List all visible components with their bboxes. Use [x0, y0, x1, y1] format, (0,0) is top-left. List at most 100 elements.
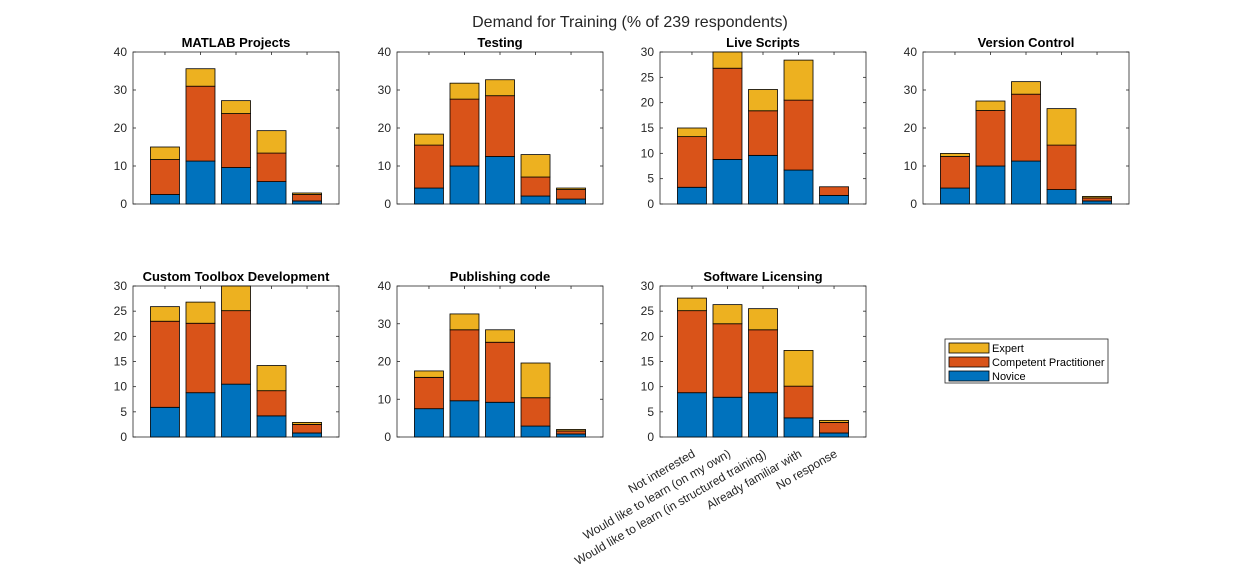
legend-swatch-expert — [948, 342, 990, 354]
legend-swatch-competent-practitioner — [948, 356, 990, 368]
panel-testing-bar-expert-2 — [485, 79, 515, 97]
panel-custom-toolbox-development-bar-competent-practitioner-4 — [292, 424, 322, 434]
panel-software-licensing-bar-novice-4 — [819, 432, 849, 438]
panel-matlab-projects-ytick-label-0: 0 — [120, 197, 127, 211]
panel-custom-toolbox-development-ytick-label-30: 30 — [114, 279, 128, 293]
panel-matlab-projects-bar-novice-1 — [185, 160, 216, 205]
panel-software-licensing-ytick-label-30: 30 — [641, 279, 655, 293]
panel-matlab-projects-bar-expert-1 — [185, 68, 216, 87]
panel-custom-toolbox-development: Custom Toolbox Development 0 5 10 15 20 25 30 — [114, 269, 340, 444]
panel-software-licensing-bar-expert-3 — [783, 350, 814, 387]
panel-custom-toolbox-development-ytick-label-10: 10 — [114, 380, 128, 394]
panel-version-control-bar-expert-2 — [1011, 81, 1041, 95]
panel-publishing-code: Publishing code 0 10 20 30 40 — [378, 269, 604, 444]
panel-testing-bar-competent-practitioner-1 — [449, 98, 480, 167]
panel-matlab-projects-bar-novice-2 — [221, 167, 251, 205]
panel-custom-toolbox-development-bar-expert-3 — [256, 365, 287, 392]
panel-version-control-bar-competent-practitioner-4 — [1082, 197, 1112, 202]
panel-testing-bar-novice-1 — [449, 165, 480, 205]
legend-label-expert: Expert — [992, 343, 1024, 355]
panel-testing-ytick-label-30: 30 — [378, 83, 392, 97]
panel-version-control-bar-expert-1 — [975, 100, 1006, 111]
panel-live-scripts-bar-novice-0 — [677, 186, 707, 205]
panel-matlab-projects-bar-competent-practitioner-0 — [150, 159, 180, 195]
panel-testing-bar-competent-practitioner-0 — [414, 144, 444, 189]
panel-version-control-bar-expert-0 — [940, 153, 970, 157]
panel-testing-bar-competent-practitioner-4 — [556, 189, 586, 200]
panel-custom-toolbox-development-title: Custom Toolbox Development — [143, 269, 330, 284]
panel-publishing-code-bar-competent-practitioner-2 — [485, 341, 515, 403]
panel-publishing-code-bar-novice-3 — [520, 425, 551, 438]
panel-custom-toolbox-development-ytick-label-15: 15 — [114, 355, 128, 369]
panel-software-licensing-bar-novice-2 — [748, 392, 778, 438]
panel-matlab-projects-bar-competent-practitioner-3 — [256, 152, 287, 182]
panel-live-scripts-bar-novice-2 — [748, 154, 778, 205]
panel-live-scripts-bar-novice-1 — [712, 159, 743, 205]
panel-custom-toolbox-development-bar-competent-practitioner-2 — [221, 310, 251, 385]
panel-software-licensing-bar-novice-3 — [783, 417, 814, 438]
panel-software-licensing-bar-competent-practitioner-2 — [748, 329, 778, 394]
panel-publishing-code-ytick-label-20: 20 — [378, 355, 392, 369]
panel-matlab-projects-bar-expert-0 — [150, 146, 180, 160]
panel-publishing-code-bar-expert-4 — [556, 429, 586, 432]
panel-custom-toolbox-development-bar-competent-practitioner-0 — [150, 320, 180, 408]
panel-software-licensing-ytick-label-25: 25 — [641, 304, 655, 318]
panel-version-control-bar-expert-4 — [1082, 195, 1112, 199]
panel-custom-toolbox-development-bar-novice-2 — [221, 383, 251, 438]
panel-version-control-ytick-label-0: 0 — [910, 197, 917, 211]
panel-matlab-projects-bar-expert-3 — [256, 130, 287, 154]
figure-title: Demand for Training (% of 239 respondent… — [472, 14, 788, 31]
panel-matlab-projects-bar-novice-0 — [150, 194, 180, 205]
panel-testing-bar-expert-3 — [520, 154, 551, 178]
legend: Expert Competent Practitioner Novice — [944, 338, 1109, 384]
panel-publishing-code-ytick-label-40: 40 — [378, 279, 392, 293]
panel-live-scripts-ytick-label-15: 15 — [641, 121, 655, 135]
panel-live-scripts-ytick-label-20: 20 — [641, 96, 655, 110]
panel-publishing-code-bar-novice-2 — [485, 401, 515, 438]
panel-matlab-projects-bar-novice-3 — [256, 181, 287, 205]
panel-live-scripts: Live Scripts 0 5 10 15 20 25 30 — [641, 35, 867, 211]
panel-testing-ytick-label-20: 20 — [378, 121, 392, 135]
panel-version-control-bar-novice-3 — [1046, 189, 1077, 205]
panel-software-licensing-ytick-label-0: 0 — [647, 430, 654, 444]
panel-version-control-bar-competent-practitioner-2 — [1011, 93, 1041, 162]
panel-testing: Testing 0 10 20 30 40 — [378, 35, 604, 211]
panel-live-scripts-bar-expert-0 — [677, 127, 707, 138]
panel-live-scripts-bar-competent-practitioner-0 — [677, 136, 707, 188]
panel-live-scripts-bar-novice-3 — [783, 169, 814, 205]
panel-matlab-projects-ytick-label-10: 10 — [114, 159, 128, 173]
panel-publishing-code-ytick-label-30: 30 — [378, 317, 392, 331]
panel-custom-toolbox-development-bar-competent-practitioner-3 — [256, 390, 287, 417]
panel-matlab-projects: MATLAB Projects 0 10 20 30 40 — [114, 35, 340, 211]
panel-matlab-projects-bar-competent-practitioner-4 — [292, 194, 322, 202]
panel-version-control-ytick-label-20: 20 — [904, 121, 918, 135]
panel-version-control-ytick-label-30: 30 — [904, 83, 918, 97]
panel-software-licensing-title: Software Licensing — [703, 269, 822, 284]
panel-version-control-bar-novice-0 — [940, 187, 970, 205]
panel-publishing-code-bar-novice-1 — [449, 400, 480, 438]
panel-testing-bar-competent-practitioner-2 — [485, 95, 515, 157]
panel-custom-toolbox-development-ytick-label-0: 0 — [120, 430, 127, 444]
panel-publishing-code-ytick-label-0: 0 — [384, 430, 391, 444]
panel-custom-toolbox-development-bar-expert-2 — [221, 285, 251, 312]
panel-live-scripts-bar-novice-4 — [819, 194, 849, 205]
panel-testing-bar-expert-4 — [556, 187, 586, 190]
panel-publishing-code-bar-expert-0 — [414, 370, 444, 378]
panel-matlab-projects-ytick-label-20: 20 — [114, 121, 128, 135]
panel-matlab-projects-bar-competent-practitioner-1 — [185, 85, 216, 162]
panel-matlab-projects-bar-expert-4 — [292, 192, 322, 195]
panel-live-scripts-bar-expert-3 — [783, 59, 814, 101]
panel-version-control-bar-competent-practitioner-0 — [940, 156, 970, 189]
panel-matlab-projects-bar-competent-practitioner-2 — [221, 113, 251, 168]
panel-live-scripts-bar-expert-1 — [712, 51, 743, 69]
panel-live-scripts-ytick-label-10: 10 — [641, 146, 655, 160]
panel-publishing-code-bar-novice-4 — [556, 433, 586, 438]
panel-matlab-projects-ytick-label-40: 40 — [114, 45, 128, 59]
panel-version-control-bar-competent-practitioner-3 — [1046, 144, 1077, 190]
panel-version-control-bar-novice-2 — [1011, 160, 1041, 205]
panel-testing-bar-novice-0 — [414, 187, 444, 205]
panel-publishing-code-bar-novice-0 — [414, 408, 444, 438]
subplot-grid: MATLAB Projects 0 10 20 30 40 Testing 0 10 20 30 40… — [114, 35, 1130, 568]
